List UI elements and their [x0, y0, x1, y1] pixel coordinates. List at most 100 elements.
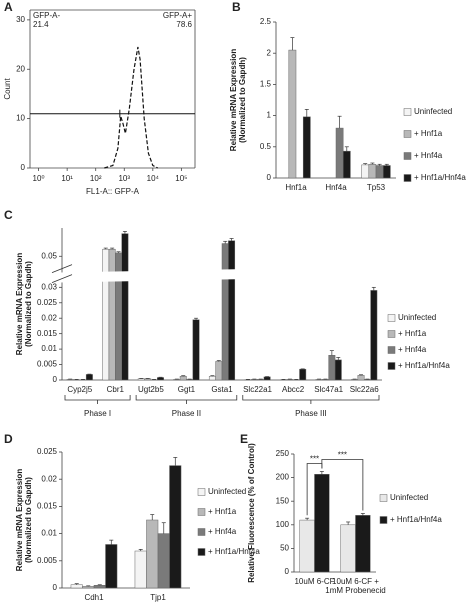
panel-letter: E — [240, 432, 248, 446]
legend-swatch — [197, 488, 206, 496]
y-tick-label: 0.03 — [41, 282, 57, 291]
bar — [250, 379, 258, 381]
y-tick-label: 0 — [21, 163, 26, 172]
x-tick-label: Tp53 — [367, 183, 386, 192]
y-tick-label: 0 — [267, 173, 272, 182]
x-axis-title: FL1-A:: GFP-A — [86, 187, 140, 196]
legend-swatch — [197, 548, 206, 556]
bar — [179, 376, 187, 381]
y-tick-label: 30 — [16, 15, 25, 24]
bar — [357, 375, 365, 381]
bar — [342, 150, 351, 179]
y-axis-title: Relative mRNA Expression — [15, 253, 24, 356]
bar — [361, 164, 370, 179]
y-tick-label: 0.015 — [37, 329, 58, 338]
bar — [228, 240, 236, 381]
y-tick-label: 0.01 — [41, 529, 57, 538]
bar — [375, 165, 384, 179]
x-tick-label: 10⁴ — [147, 174, 160, 183]
legend-swatch — [403, 130, 412, 138]
y-tick-label: 0.005 — [37, 360, 58, 369]
break-mark — [51, 264, 73, 273]
bar — [93, 585, 106, 589]
panel-letter: C — [4, 208, 13, 222]
x-tick-label: Hnf4a — [325, 183, 347, 192]
legend-label: + Hnf4a — [208, 527, 237, 536]
x-tick-label: Ggt1 — [178, 385, 196, 394]
y-axis-title: Relative mRNA Expression — [229, 49, 238, 152]
bar — [105, 544, 118, 589]
legend-swatch — [387, 330, 396, 338]
bar — [299, 368, 307, 381]
x-tick-label: Slc22a1 — [243, 385, 272, 394]
bar — [208, 376, 216, 381]
bar — [173, 379, 181, 381]
y-tick-label: 0.025 — [37, 447, 58, 456]
legend-label: Uninfected — [390, 493, 428, 502]
legend-swatch — [197, 528, 206, 536]
legend-swatch — [387, 314, 396, 322]
legend-swatch — [403, 174, 412, 182]
bar — [299, 519, 315, 573]
gate-label: GFP-A+ — [163, 11, 192, 20]
panel-letter: D — [4, 432, 13, 446]
bar — [186, 379, 194, 381]
y-tick-label: 0.015 — [37, 502, 58, 511]
y-tick-label: 0 — [53, 375, 58, 384]
bar — [157, 533, 170, 589]
x-tick-label: Abcc2 — [282, 385, 305, 394]
bar — [121, 233, 129, 381]
y-axis-title: Relative Fluorescence (% of Control) — [247, 443, 256, 583]
bar — [146, 519, 159, 589]
x-tick-label: Cdh1 — [84, 593, 104, 602]
bar — [286, 379, 294, 381]
bar — [82, 586, 95, 589]
bar — [382, 165, 391, 179]
legend-swatch — [403, 108, 412, 116]
panel: C 0 0.005 0.01 0.015 0.02 0.025 0.03 0.05 Relativ… — [4, 208, 450, 418]
legend-swatch — [387, 346, 396, 354]
x-tick-label: Ugt2b5 — [138, 385, 164, 394]
y-tick-label: 1 — [267, 111, 272, 120]
legend-swatch — [379, 516, 388, 524]
legend-label: + Hnf1a/Hnf4a — [390, 515, 442, 524]
bar — [334, 359, 342, 381]
bar — [288, 49, 297, 179]
legend-swatch — [379, 494, 388, 502]
x-tick-label: Cbr1 — [107, 385, 125, 394]
group-bracket — [135, 395, 238, 404]
bar — [169, 465, 182, 589]
panel: B 0 0.5 1 1.5 2 2.5 Relative mRNA Expression (No… — [229, 0, 466, 192]
panel-letter: A — [4, 0, 13, 14]
x-tick-label: Tjp1 — [150, 593, 166, 602]
legend-label: + Hnf1a — [398, 329, 427, 338]
y-tick-label: 2.5 — [260, 17, 272, 26]
panel: D 0 0.005 0.01 0.015 0.02 0.025 Relative mRNA E… — [4, 432, 260, 602]
bar — [66, 379, 74, 381]
panel: E 0 50 100 150 200 250 Relative Fluorescence (%… — [240, 432, 442, 595]
x-tick-label: 10¹ — [61, 174, 73, 183]
bar — [85, 374, 93, 381]
y-tick-label: 150 — [276, 496, 290, 505]
gate-value: 78.6 — [176, 20, 192, 29]
bar — [134, 550, 147, 589]
bar — [108, 248, 116, 381]
bar — [314, 474, 330, 573]
bar — [351, 379, 359, 381]
bar — [368, 164, 377, 179]
group-bracket — [64, 395, 131, 404]
y-tick-label: 20 — [16, 64, 25, 73]
x-tick-label: Slc22a6 — [350, 385, 379, 394]
legend-label: + Hnf4a — [398, 345, 427, 354]
group-bracket — [242, 395, 380, 404]
bar — [335, 127, 344, 179]
x-tick-label: 10uM 6-CF — [294, 577, 334, 586]
legend-label: Uninfected — [208, 487, 246, 496]
significance-bracket — [321, 459, 364, 511]
significance-label: *** — [338, 451, 347, 460]
x-tick-label: Cyp2j5 — [67, 385, 92, 394]
break-mark — [51, 274, 73, 283]
bar — [137, 378, 145, 381]
panel-letter: B — [232, 0, 241, 14]
